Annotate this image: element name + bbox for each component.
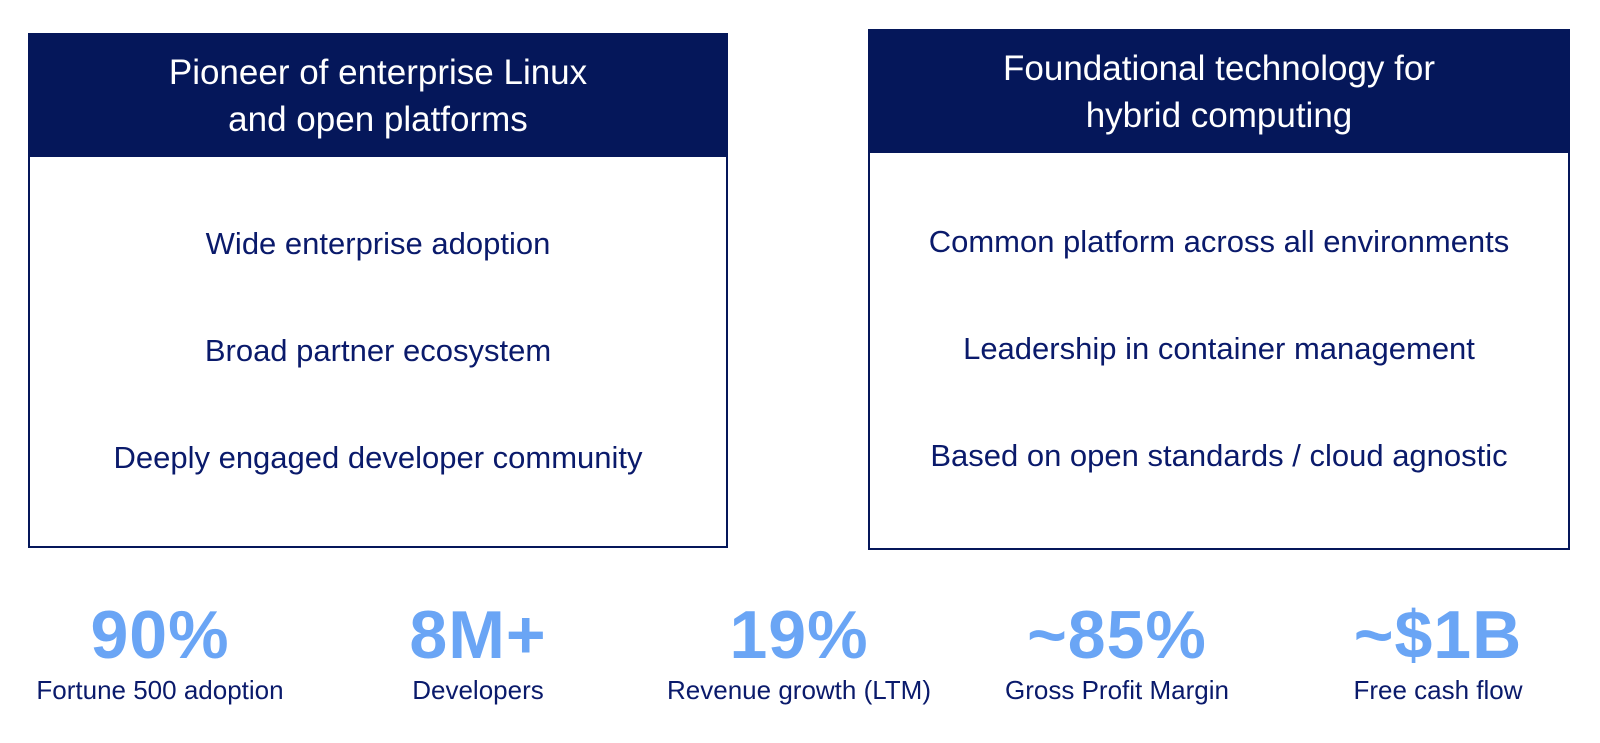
card-title-line-1: Foundational technology for [1003, 49, 1435, 88]
stat-value: 90% [90, 597, 230, 673]
card-linux-platforms: Pioneer of enterprise Linux and open pla… [28, 33, 728, 548]
card-hybrid-computing: Foundational technology for hybrid compu… [868, 29, 1570, 550]
stat-label: Developers [412, 675, 544, 705]
stat-label: Revenue growth (LTM) [667, 675, 931, 705]
stat-label: Fortune 500 adoption [36, 675, 284, 705]
stat-value: 8M+ [409, 597, 547, 673]
card-title-line-1: Pioneer of enterprise Linux [168, 53, 588, 92]
card-item: Deeply engaged developer community [113, 440, 643, 475]
card-header: Foundational technology for hybrid compu… [870, 31, 1568, 153]
card-item: Wide enterprise adoption [205, 226, 551, 261]
stat-value: 19% [729, 597, 869, 673]
stat-value: ~$1B [1353, 597, 1523, 673]
card-header: Pioneer of enterprise Linux and open pla… [30, 35, 726, 157]
card-item: Common platform across all environments [928, 224, 1510, 259]
stat-value: ~85% [1027, 597, 1207, 673]
stat-label: Gross Profit Margin [1005, 675, 1229, 705]
card-item: Leadership in container management [963, 331, 1475, 366]
stat-developers: 8M+ Developers [409, 598, 546, 706]
card-title-line-2: hybrid computing [1085, 96, 1353, 135]
stat-revenue-growth: 19% Revenue growth (LTM) [667, 598, 931, 706]
stat-gross-margin: ~85% Gross Profit Margin [1005, 598, 1229, 706]
stat-fortune-500: 90% Fortune 500 adoption [36, 598, 283, 706]
card-title-line-2: and open platforms [228, 100, 528, 139]
stat-free-cash-flow: ~$1B Free cash flow [1353, 598, 1522, 706]
stat-label: Free cash flow [1353, 675, 1523, 705]
card-item: Based on open standards / cloud agnostic [930, 438, 1508, 473]
card-item: Broad partner ecosystem [204, 333, 552, 368]
